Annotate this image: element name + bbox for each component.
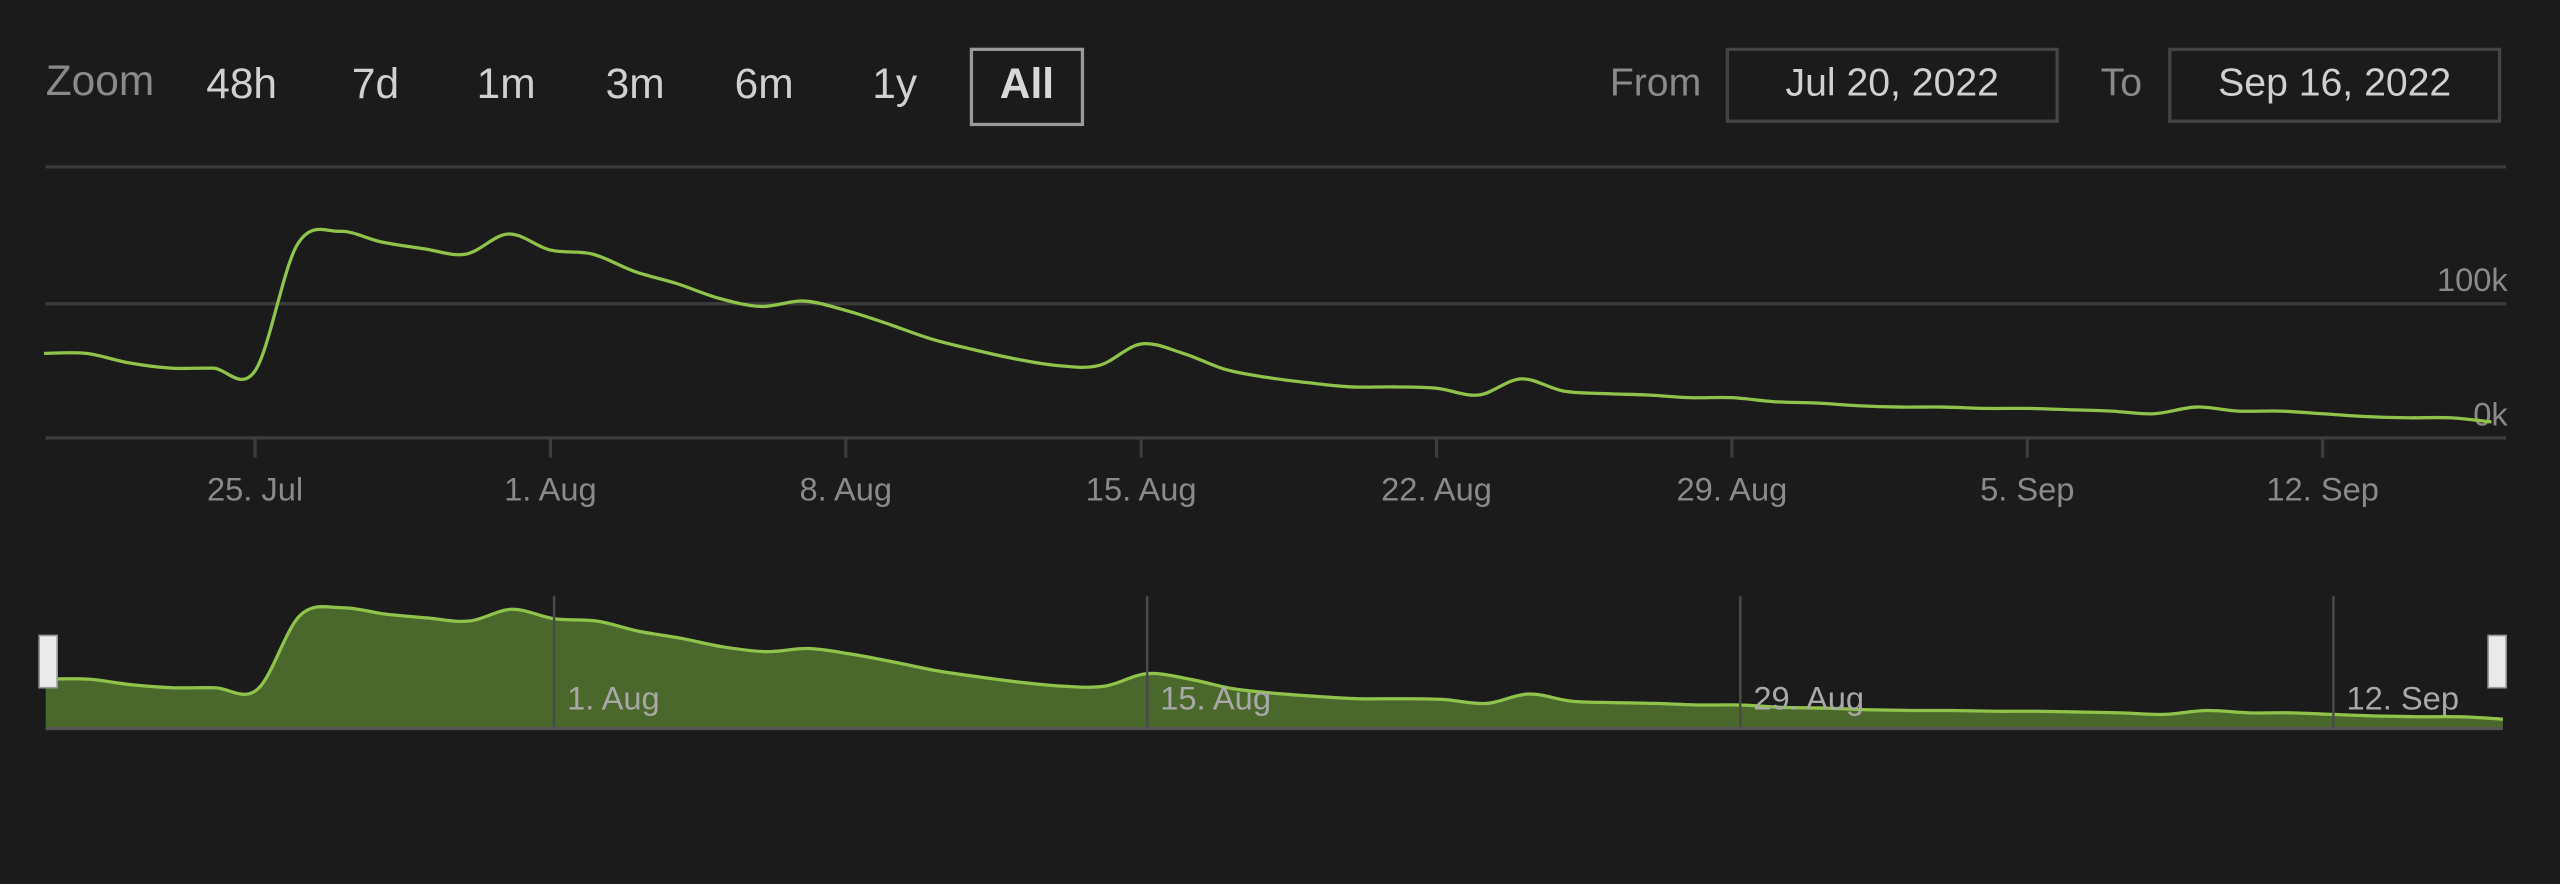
y-tick-label: 100k (2437, 261, 2508, 298)
y-tick-label: 0k (2473, 395, 2508, 432)
from-date[interactable]: Jul 20, 2022 (1786, 62, 1999, 105)
zoom-button-frame[interactable] (969, 47, 1085, 127)
zoom-button[interactable]: 7d (352, 60, 399, 107)
navigator-line (45, 605, 2503, 721)
navigator-tick-label: 29. Aug (1753, 679, 1864, 716)
zoom-button[interactable]: All (1000, 60, 1054, 107)
from-input[interactable] (1725, 47, 2059, 123)
navigator-tick-label: 15. Aug (1160, 679, 1271, 716)
x-tick-label: 1. Aug (504, 470, 597, 507)
navigator-tick-label: 12. Sep (2346, 679, 2459, 716)
to-input[interactable] (2168, 47, 2502, 123)
zoom-button[interactable]: 3m (606, 60, 665, 107)
zoom-label: Zoom (46, 57, 154, 104)
x-tick-label: 25. Jul (207, 470, 303, 507)
x-tick-label: 22. Aug (1381, 470, 1492, 507)
navigator-handle-right[interactable] (2487, 634, 2507, 689)
zoom-button[interactable]: 1m (477, 60, 536, 107)
to-label: To (2101, 62, 2142, 105)
x-tick-label: 29. Aug (1677, 470, 1788, 507)
x-tick-label: 15. Aug (1086, 470, 1197, 507)
navigator-tick-label: 1. Aug (567, 679, 660, 716)
to-date[interactable]: Sep 16, 2022 (2218, 62, 2451, 105)
zoom-button[interactable]: 6m (735, 60, 794, 107)
x-tick-label: 8. Aug (800, 470, 893, 507)
navigator-handle-left[interactable] (38, 634, 58, 689)
from-label: From (1610, 62, 1701, 105)
x-tick-label: 5. Sep (1980, 470, 2074, 507)
navigator-area (45, 606, 2503, 729)
zoom-button[interactable]: 48h (206, 60, 277, 107)
series-line (44, 227, 2492, 424)
zoom-button[interactable]: 1y (872, 60, 918, 107)
x-tick-label: 12. Sep (2266, 470, 2379, 507)
